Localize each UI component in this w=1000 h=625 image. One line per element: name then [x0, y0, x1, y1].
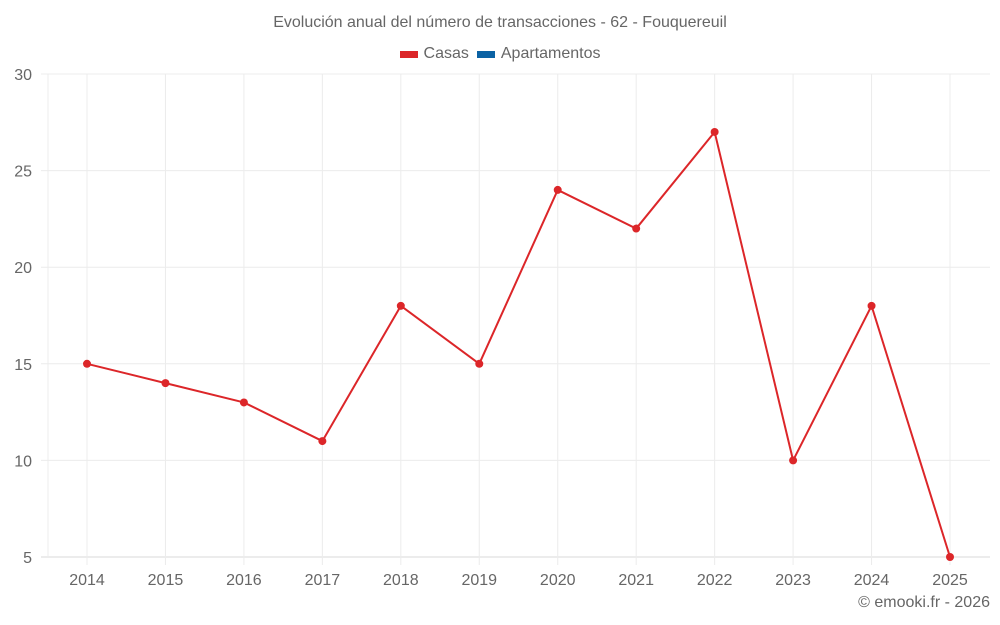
x-tick-label: 2023	[775, 572, 811, 589]
series-line	[86, 130, 951, 558]
data-point[interactable]	[318, 437, 327, 446]
data-point[interactable]	[161, 379, 170, 388]
x-tick-label: 2021	[618, 572, 654, 589]
y-axis: 5 10 15 20 25 30	[14, 67, 32, 567]
legend-swatch-casas	[399, 50, 418, 58]
data-point[interactable]	[475, 359, 484, 368]
x-tick-label: 2020	[540, 572, 576, 589]
y-tick-label: 5	[23, 550, 32, 567]
data-point[interactable]	[710, 127, 719, 136]
legend-label-casas: Casas	[423, 45, 469, 62]
x-axis: 2014 2015 2016 2017 2018 2019 2020 2021 2022 2023…	[69, 572, 968, 589]
series-casas	[83, 127, 954, 561]
y-tick-label: 25	[14, 164, 32, 181]
legend-item-apartamentos[interactable]: Apartamentos	[476, 45, 601, 63]
legend: Casas Apartamentos	[0, 45, 1000, 63]
chart-title: Evolución anual del número de transaccio…	[273, 14, 727, 31]
x-tick-label: 2018	[383, 572, 419, 589]
legend-swatch-apartamentos	[476, 50, 495, 58]
y-tick-label: 20	[14, 260, 32, 277]
data-point[interactable]	[632, 224, 641, 233]
data-point[interactable]	[239, 398, 248, 407]
data-point[interactable]	[867, 301, 876, 310]
legend-label-apartamentos: Apartamentos	[500, 45, 601, 62]
y-tick-label: 30	[14, 67, 32, 84]
data-point[interactable]	[83, 359, 91, 368]
x-tick-label: 2022	[697, 572, 733, 589]
grid	[41, 73, 990, 565]
x-tick-label: 2016	[226, 572, 262, 589]
y-tick-label: 15	[14, 357, 32, 374]
x-tick-label: 2017	[305, 572, 341, 589]
data-point[interactable]	[396, 301, 405, 310]
x-tick-label: 2025	[932, 572, 968, 589]
legend-item-casas[interactable]: Casas	[399, 45, 469, 63]
x-tick-label: 2014	[69, 572, 105, 589]
x-tick-label: 2019	[461, 572, 497, 589]
x-tick-label: 2024	[854, 572, 890, 589]
credit: © emooki.fr - 2026	[858, 594, 990, 611]
data-point[interactable]	[553, 185, 562, 194]
x-tick-label: 2015	[148, 572, 184, 589]
y-tick-label: 10	[14, 453, 32, 470]
data-point[interactable]	[789, 456, 798, 465]
data-point[interactable]	[946, 553, 954, 561]
